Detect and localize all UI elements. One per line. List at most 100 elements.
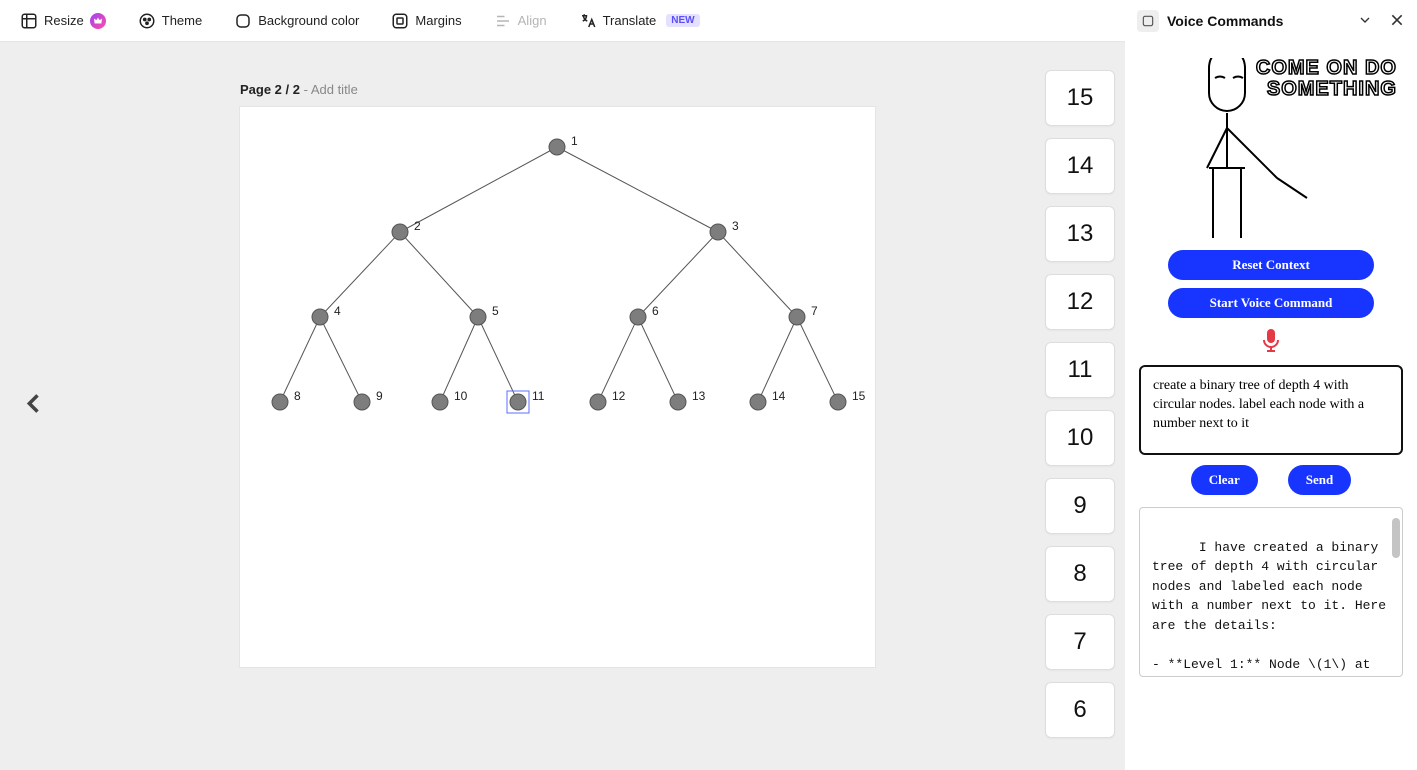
tree-edge bbox=[400, 232, 478, 317]
align-button: Align bbox=[486, 8, 555, 34]
tree-edge bbox=[478, 317, 518, 402]
tree-edge bbox=[320, 232, 400, 317]
tree-node[interactable] bbox=[354, 394, 370, 410]
background-color-label: Background color bbox=[258, 13, 359, 28]
thumbnail[interactable]: 8 bbox=[1045, 546, 1115, 602]
main-area: Page 2 / 2 - Add title 12345678910111213… bbox=[0, 42, 1125, 770]
tree-node[interactable] bbox=[549, 139, 565, 155]
margins-button[interactable]: Margins bbox=[383, 8, 469, 34]
tree-node-label: 10 bbox=[454, 389, 468, 403]
tree-edge bbox=[638, 232, 718, 317]
thumbnail[interactable]: 13 bbox=[1045, 206, 1115, 262]
tree-node[interactable] bbox=[312, 309, 328, 325]
tree-node-label: 9 bbox=[376, 389, 383, 403]
thumbnail[interactable]: 7 bbox=[1045, 614, 1115, 670]
tree-diagram[interactable]: 123456789101112131415 bbox=[240, 107, 875, 667]
tree-edge bbox=[320, 317, 362, 402]
translate-button[interactable]: Translate NEW bbox=[571, 8, 708, 34]
tree-node-label: 8 bbox=[294, 389, 301, 403]
chevron-left-icon bbox=[20, 390, 48, 418]
panel-body: COME ON DO SOMETHING Reset Context Start… bbox=[1125, 42, 1417, 770]
tree-edge bbox=[400, 147, 557, 232]
tree-node-label: 5 bbox=[492, 304, 499, 318]
voice-commands-panel: Voice Commands COME ON DO bbox=[1125, 0, 1417, 770]
tree-node[interactable] bbox=[830, 394, 846, 410]
tree-node[interactable] bbox=[432, 394, 448, 410]
tree-node-label: 7 bbox=[811, 304, 818, 318]
tree-node[interactable] bbox=[789, 309, 805, 325]
tree-node-label: 13 bbox=[692, 389, 706, 403]
page-number: Page 2 / 2 bbox=[240, 82, 300, 97]
tree-node-label: 11 bbox=[532, 389, 545, 403]
tree-node-label: 12 bbox=[612, 389, 626, 403]
reset-context-button[interactable]: Reset Context bbox=[1168, 250, 1374, 280]
crown-badge-icon bbox=[90, 13, 106, 29]
thumbnail-strip[interactable]: 15 14 13 12 11 10 9 8 7 6 bbox=[1035, 42, 1125, 770]
tree-node[interactable] bbox=[670, 394, 686, 410]
prev-page-button[interactable] bbox=[20, 390, 48, 423]
tree-node[interactable] bbox=[272, 394, 288, 410]
tree-edge bbox=[797, 317, 838, 402]
start-voice-command-button[interactable]: Start Voice Command bbox=[1168, 288, 1374, 318]
tree-node[interactable] bbox=[392, 224, 408, 240]
tree-node[interactable] bbox=[470, 309, 486, 325]
thumbnail[interactable]: 9 bbox=[1045, 478, 1115, 534]
thumbnail[interactable]: 15 bbox=[1045, 70, 1115, 126]
tree-edge bbox=[638, 317, 678, 402]
thumbnail[interactable]: 11 bbox=[1045, 342, 1115, 398]
tree-node-label: 1 bbox=[571, 134, 578, 148]
prompt-buttons: Clear Send bbox=[1139, 465, 1403, 495]
meme-image: COME ON DO SOMETHING bbox=[1139, 52, 1403, 242]
chevron-down-icon bbox=[1357, 12, 1373, 28]
page-label[interactable]: Page 2 / 2 - Add title bbox=[240, 82, 975, 97]
meme-line1: COME ON DO bbox=[1256, 58, 1397, 79]
tree-node[interactable] bbox=[750, 394, 766, 410]
align-icon bbox=[494, 12, 512, 30]
tree-node-label: 4 bbox=[334, 304, 341, 318]
page-title-placeholder: - Add title bbox=[300, 82, 358, 97]
translate-label: Translate bbox=[603, 13, 657, 28]
thumbnail[interactable]: 6 bbox=[1045, 682, 1115, 738]
tree-node[interactable] bbox=[590, 394, 606, 410]
margins-icon bbox=[391, 12, 409, 30]
thumbnail[interactable]: 10 bbox=[1045, 410, 1115, 466]
translate-icon bbox=[579, 12, 597, 30]
send-button[interactable]: Send bbox=[1288, 465, 1351, 495]
tree-node-label: 15 bbox=[852, 389, 866, 403]
panel-title: Voice Commands bbox=[1167, 13, 1283, 29]
tree-node-label: 2 bbox=[414, 219, 421, 233]
meme-caption: COME ON DO SOMETHING bbox=[1256, 58, 1397, 100]
background-color-button[interactable]: Background color bbox=[226, 8, 367, 34]
tree-node[interactable] bbox=[710, 224, 726, 240]
clear-button[interactable]: Clear bbox=[1191, 465, 1258, 495]
prompt-input[interactable]: create a binary tree of depth 4 with cir… bbox=[1139, 365, 1403, 455]
microphone-icon[interactable] bbox=[1261, 328, 1281, 357]
resize-icon bbox=[20, 12, 38, 30]
canvas[interactable]: 123456789101112131415 bbox=[240, 107, 875, 667]
tree-edge bbox=[718, 232, 797, 317]
response-text: I have created a binary tree of depth 4 … bbox=[1152, 540, 1394, 678]
theme-button[interactable]: Theme bbox=[130, 8, 210, 34]
scrollbar-thumb[interactable] bbox=[1392, 518, 1400, 558]
resize-button[interactable]: Resize bbox=[12, 8, 114, 34]
panel-close-button[interactable] bbox=[1389, 12, 1405, 31]
align-label: Align bbox=[518, 13, 547, 28]
panel-collapse-button[interactable] bbox=[1357, 12, 1373, 31]
tree-node[interactable] bbox=[510, 394, 526, 410]
theme-icon bbox=[138, 12, 156, 30]
tree-node-label: 14 bbox=[772, 389, 786, 403]
response-output[interactable]: I have created a binary tree of depth 4 … bbox=[1139, 507, 1403, 677]
tree-node[interactable] bbox=[630, 309, 646, 325]
panel-app-icon bbox=[1137, 10, 1159, 32]
tree-edge bbox=[557, 147, 718, 232]
theme-label: Theme bbox=[162, 13, 202, 28]
resize-label: Resize bbox=[44, 13, 84, 28]
margins-label: Margins bbox=[415, 13, 461, 28]
close-icon bbox=[1389, 12, 1405, 28]
thumbnail[interactable]: 12 bbox=[1045, 274, 1115, 330]
new-badge: NEW bbox=[666, 14, 699, 27]
thumbnail[interactable]: 14 bbox=[1045, 138, 1115, 194]
meme-line2: SOMETHING bbox=[1256, 79, 1397, 100]
background-color-icon bbox=[234, 12, 252, 30]
canvas-area: Page 2 / 2 - Add title 12345678910111213… bbox=[0, 42, 1035, 770]
